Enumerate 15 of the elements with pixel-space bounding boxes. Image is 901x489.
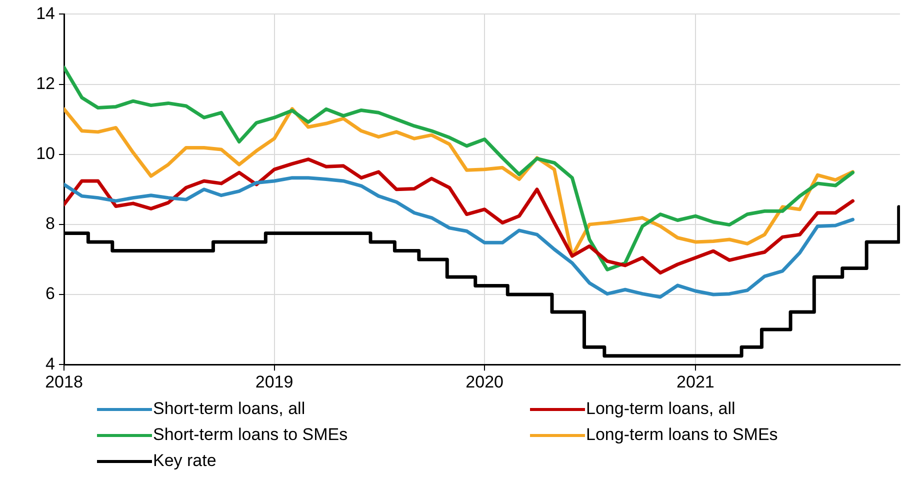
x-tick-label: 2020 [466, 372, 504, 392]
x-tick-label: 2021 [676, 372, 714, 392]
y-tick-label: 8 [46, 214, 55, 234]
legend-label: Long-term loans, all [586, 399, 736, 419]
y-tick-label: 6 [46, 284, 55, 304]
x-tick-label: 2019 [255, 372, 294, 392]
y-tick-label: 4 [46, 354, 55, 374]
x-tick-label: 2018 [45, 372, 83, 392]
y-tick-label: 14 [36, 4, 55, 23]
y-tick-label: 12 [36, 74, 55, 93]
legend-label: Key rate [153, 451, 216, 471]
legend-label: Long-term loans to SMEs [586, 425, 778, 445]
legend-label: Short-term loans to SMEs [153, 425, 348, 445]
y-tick-label: 10 [36, 144, 55, 164]
legend-label: Short-term loans, all [153, 399, 306, 419]
